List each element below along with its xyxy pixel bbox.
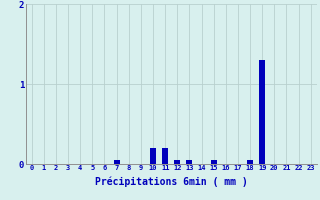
Bar — [247, 160, 253, 164]
X-axis label: Précipitations 6min ( mm ): Précipitations 6min ( mm ) — [95, 177, 248, 187]
Bar — [259, 60, 265, 164]
Bar — [162, 148, 168, 164]
Bar — [211, 160, 217, 164]
Bar — [150, 148, 156, 164]
Bar — [114, 160, 120, 164]
Bar — [186, 160, 192, 164]
Bar — [174, 160, 180, 164]
